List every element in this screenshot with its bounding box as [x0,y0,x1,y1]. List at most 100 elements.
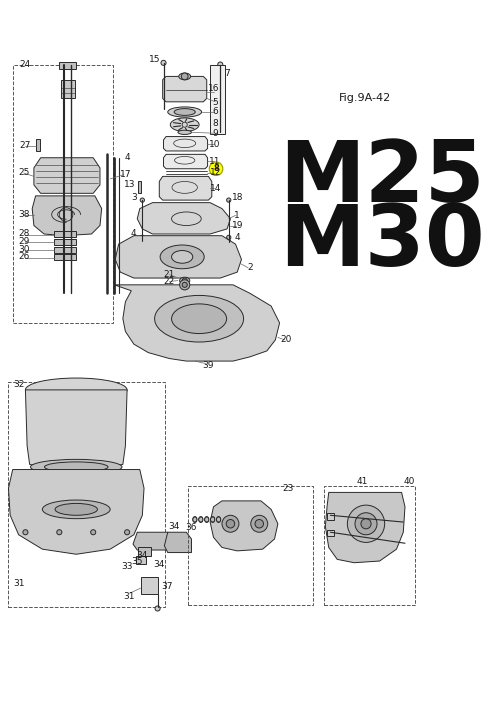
Text: 1: 1 [235,211,240,220]
Circle shape [218,62,223,67]
Polygon shape [133,533,173,550]
Ellipse shape [205,516,209,523]
Polygon shape [164,155,208,169]
Circle shape [182,278,187,283]
Bar [136,556,146,565]
Bar [54,254,76,261]
Circle shape [181,73,188,80]
Text: 28: 28 [18,229,29,239]
Ellipse shape [174,109,195,115]
Circle shape [125,530,130,535]
Ellipse shape [155,295,244,342]
Bar [36,139,40,151]
Text: 37: 37 [161,582,172,591]
Text: 26: 26 [18,252,29,261]
Circle shape [182,282,187,288]
Text: 13: 13 [124,180,135,189]
Text: 31: 31 [123,592,135,601]
Text: M30: M30 [280,201,486,284]
Text: 31: 31 [13,579,24,587]
Text: 4: 4 [235,233,240,242]
Ellipse shape [44,462,108,472]
Circle shape [23,530,28,535]
Circle shape [251,515,268,533]
Ellipse shape [178,130,191,135]
Text: 6: 6 [212,108,218,117]
Text: 5: 5 [212,98,218,108]
Bar [59,62,76,69]
Polygon shape [25,390,127,473]
Text: 8: 8 [212,120,218,128]
Bar [61,80,75,98]
Bar [327,530,334,536]
Text: 34: 34 [137,552,148,560]
Polygon shape [32,196,102,236]
Circle shape [361,518,371,529]
Text: 39: 39 [202,361,213,370]
Circle shape [355,513,377,535]
Circle shape [155,606,160,611]
Bar [8,382,165,607]
Bar [54,231,76,237]
Ellipse shape [171,251,193,263]
Text: M25: M25 [280,137,485,221]
Ellipse shape [179,277,190,284]
Polygon shape [114,285,280,361]
Text: 41: 41 [357,477,368,486]
Text: 7: 7 [224,68,230,78]
Ellipse shape [171,304,227,333]
Bar [138,548,151,556]
Circle shape [226,520,235,528]
Circle shape [255,520,263,528]
Circle shape [57,530,62,535]
Text: 32: 32 [13,380,24,389]
Text: 40: 40 [404,477,415,486]
Text: 8: 8 [213,164,219,173]
Ellipse shape [25,378,127,402]
Bar [54,246,76,253]
Circle shape [222,515,239,533]
Text: 20: 20 [281,335,292,345]
Text: 29: 29 [18,237,29,246]
Polygon shape [115,236,242,278]
Polygon shape [165,533,191,553]
Bar [210,65,225,134]
Text: 4: 4 [131,229,137,239]
Text: 14: 14 [210,184,221,193]
Text: 10: 10 [209,140,221,149]
Text: 30: 30 [18,245,29,253]
Bar [138,182,142,194]
Text: 18: 18 [232,193,243,202]
Ellipse shape [217,516,221,523]
Polygon shape [8,469,144,554]
Circle shape [227,235,231,239]
Ellipse shape [199,516,203,523]
Polygon shape [137,203,231,234]
Text: 17: 17 [120,170,131,179]
Text: 19: 19 [232,221,243,230]
Circle shape [90,530,96,535]
Text: 16: 16 [208,84,219,93]
Circle shape [227,198,231,202]
Circle shape [179,280,190,290]
Ellipse shape [55,503,97,515]
Bar [188,486,314,605]
Text: 24: 24 [20,60,31,69]
Text: 25: 25 [18,169,29,177]
Bar [141,577,158,594]
Bar [327,513,334,520]
Text: 3: 3 [131,193,137,202]
Text: 11: 11 [209,157,221,166]
Ellipse shape [179,73,191,80]
Ellipse shape [168,107,202,117]
Bar [324,486,415,605]
Text: 33: 33 [121,562,133,572]
Text: 2: 2 [247,263,253,273]
Text: 27: 27 [20,142,31,150]
Polygon shape [164,137,208,151]
Circle shape [227,239,231,243]
Ellipse shape [160,245,204,268]
Text: 22: 22 [164,277,175,286]
Polygon shape [34,158,100,194]
Text: 35: 35 [132,557,143,565]
